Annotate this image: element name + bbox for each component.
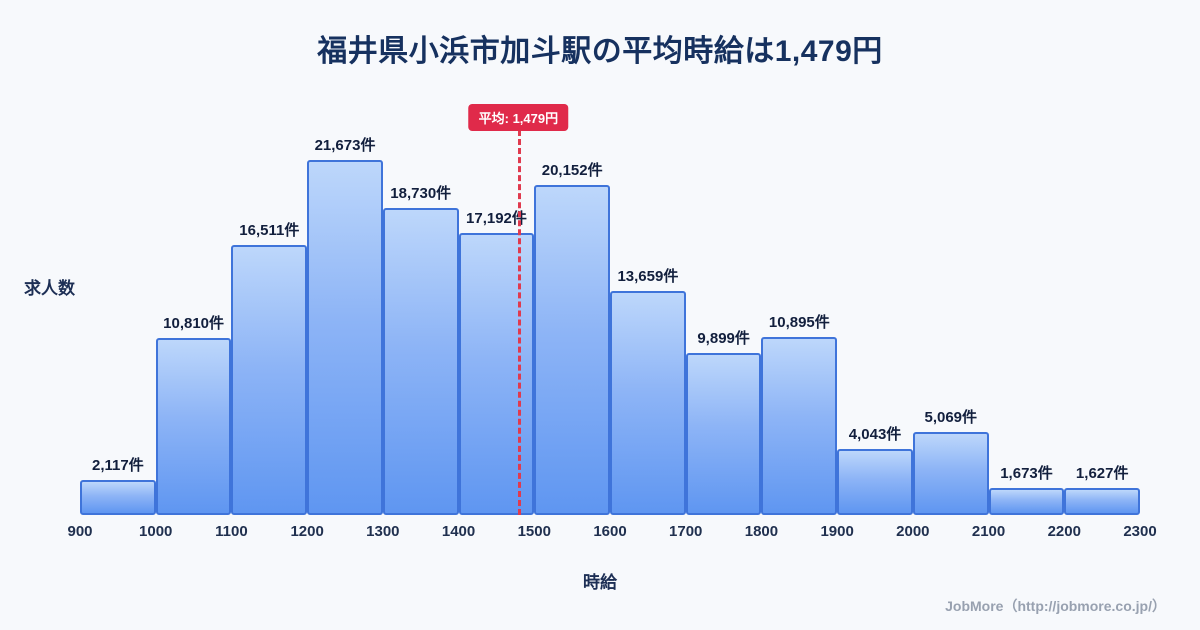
bar-value-label: 13,659件 [617, 268, 679, 285]
x-tick-label: 1400 [441, 523, 476, 540]
footer-credit: JobMore（http://jobmore.co.jp/） [945, 598, 1166, 614]
bar-value-label: 1,627件 [1075, 465, 1129, 482]
bar-value-label: 10,895件 [768, 314, 830, 331]
x-tick-label: 1800 [744, 523, 779, 540]
bar-value-label: 2,117件 [92, 457, 144, 474]
bars: 2,117件 10,810件 16,511件 21,673件 18,730件 17,192… [80, 130, 1141, 515]
bar-value-label: 16,511件 [239, 222, 300, 239]
x-tick-label: 2200 [1047, 523, 1081, 540]
plot-area: 2,117件 10,810件 16,511件 21,673件 18,730件 17,192… [80, 104, 1141, 515]
histogram-bar [761, 337, 838, 515]
bar-slot: 9,899件 [685, 130, 762, 515]
x-tick-label: 1200 [290, 523, 324, 540]
histogram-bar [458, 233, 535, 515]
y-axis-label: 求人数 [24, 279, 75, 298]
bar-slot: 16,511件 [231, 130, 308, 515]
histogram-bar [610, 291, 686, 515]
bar-value-label: 1,673件 [1000, 465, 1053, 482]
x-tick-label: 1600 [593, 523, 627, 540]
average-line [518, 130, 522, 515]
histogram-bar [307, 160, 383, 515]
bar-slot: 18,730件 [382, 130, 459, 515]
bar-value-label: 18,730件 [390, 185, 452, 202]
chart-title: 福井県小浜市加斗駅の平均時給は1,479円 [317, 35, 883, 68]
histogram-bar [1064, 488, 1141, 515]
histogram-bar [988, 488, 1065, 515]
x-tick-label: 1100 [215, 523, 248, 540]
x-axis-label: 時給 [583, 573, 617, 592]
bar-slot: 1,627件 [1064, 130, 1141, 515]
x-tick-label: 2300 [1123, 523, 1157, 540]
bar-value-label: 17,192件 [466, 210, 527, 227]
bar-value-label: 9,899件 [697, 330, 750, 347]
x-tick-label: 2100 [971, 523, 1006, 540]
x-tick-label: 1700 [669, 523, 703, 540]
histogram-bar [80, 480, 156, 515]
average-badge: 平均: 1,479円 [468, 104, 569, 131]
bar-value-label: 5,069件 [924, 409, 978, 426]
x-tick-label: 1000 [139, 523, 173, 540]
histogram-bar [155, 338, 232, 515]
histogram-bar [837, 449, 913, 515]
histogram-bar [534, 185, 611, 515]
bar-slot: 13,659件 [610, 130, 686, 515]
bar-slot: 1,673件 [988, 130, 1065, 515]
bar-slot: 5,069件 [912, 130, 989, 515]
bar-slot: 20,152件 [534, 130, 611, 515]
bar-value-label: 4,043件 [848, 426, 902, 443]
bar-slot: 10,895件 [761, 130, 838, 515]
bar-slot: 17,192件 [458, 130, 535, 515]
bar-slot: 4,043件 [837, 130, 913, 515]
x-ticks: 900 1000 1100 1200 1300 1400 1500 1600 1700 1800 1… [67, 523, 1156, 543]
bar-value-label: 10,810件 [163, 315, 225, 332]
x-tick-label: 900 [67, 523, 93, 540]
x-tick-label: 1900 [820, 523, 854, 540]
bar-value-label: 20,152件 [541, 162, 603, 179]
histogram-bar [231, 245, 308, 515]
bar-slot: 2,117件 [80, 130, 156, 515]
histogram-bar [685, 353, 762, 515]
histogram-bar [912, 432, 989, 515]
x-tick-label: 1300 [366, 523, 400, 540]
bar-slot: 10,810件 [155, 130, 232, 515]
histogram-bar [382, 208, 459, 515]
bar-slot: 21,673件 [307, 130, 383, 515]
x-tick-label: 1500 [517, 523, 551, 540]
bar-value-label: 21,673件 [314, 137, 376, 154]
x-tick-label: 2000 [896, 523, 930, 540]
